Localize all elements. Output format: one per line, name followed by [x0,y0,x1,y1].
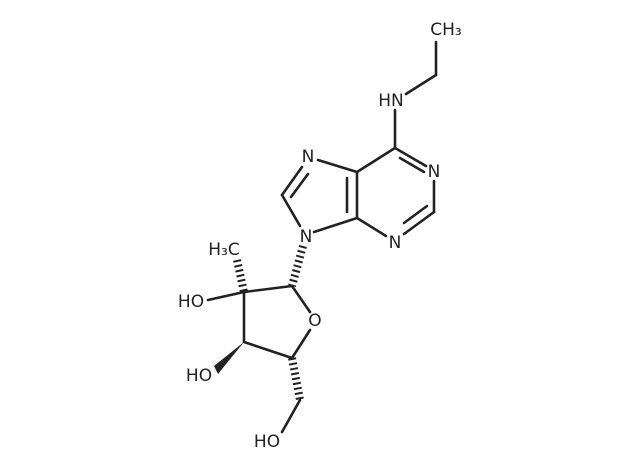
atom-label: N [302,147,315,167]
atom-label: CH₃ [430,20,461,40]
bond [398,156,426,174]
atom-label: H₃C [208,240,239,260]
atom-label: HO [186,366,212,386]
bond [316,158,359,174]
bond [242,284,294,294]
bond [402,210,436,236]
bond [289,172,310,199]
bond [393,146,428,168]
bond [280,165,304,197]
atom-label: N [428,162,441,182]
atom-label: HO [178,292,204,312]
hashed-bond [288,357,304,401]
wedge-bond [214,342,244,374]
atom-label: N [300,227,313,247]
bond [290,284,312,314]
atom-label: HN [378,91,404,111]
bond [242,340,294,360]
atom-label: HO [254,432,280,452]
atom-label: O [308,311,321,331]
bond [290,328,312,360]
stereo-bonds [214,244,307,401]
bond [312,216,359,234]
bond [355,216,388,238]
hashed-bond [288,244,307,288]
bonds [206,40,438,434]
bond [402,204,429,225]
atom-label: N [389,233,402,253]
bond [404,73,438,96]
bond [355,146,397,174]
bond [206,290,246,302]
hashed-bond [233,259,248,293]
bond [280,398,302,434]
bond [280,193,302,228]
